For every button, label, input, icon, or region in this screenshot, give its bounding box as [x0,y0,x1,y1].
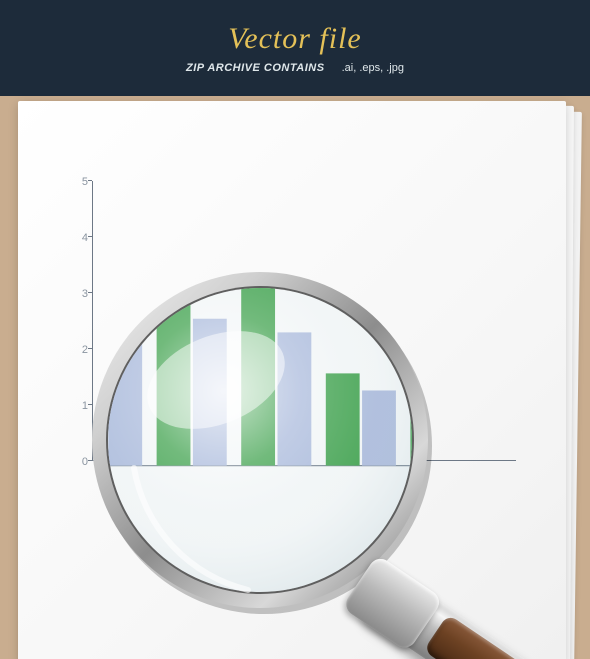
y-tick-label: 2 [70,344,88,356]
subtitle-label: ZIP ARCHIVE CONTAINS [186,62,325,74]
bar-chart: 012345 [92,181,516,461]
y-tick-label: 1 [70,400,88,412]
y-tick-label: 3 [70,288,88,300]
y-tick-mark [88,348,92,349]
y-tick-label: 0 [70,456,88,468]
header-subtitle: ZIP ARCHIVE CONTAINS .ai, .eps, .jpg [186,62,404,74]
header: Vector file ZIP ARCHIVE CONTAINS .ai, .e… [0,0,590,96]
subtitle-extensions: .ai, .eps, .jpg [342,62,404,74]
x-axis [92,460,516,461]
y-tick-mark [88,404,92,405]
y-tick-mark [88,292,92,293]
y-tick-mark [88,236,92,237]
y-tick-label: 5 [70,176,88,188]
bars-container [100,180,516,460]
y-tick-label: 4 [70,232,88,244]
y-axis [92,181,93,461]
y-tick-mark [88,180,92,181]
paper-front: 0 1 2 3 4 5 [18,101,566,659]
header-title: Vector file [228,22,361,56]
stage: Vector file ZIP ARCHIVE CONTAINS .ai, .e… [0,0,590,659]
y-tick-mark [88,460,92,461]
desk: 0 1 2 3 4 5 [0,96,590,659]
